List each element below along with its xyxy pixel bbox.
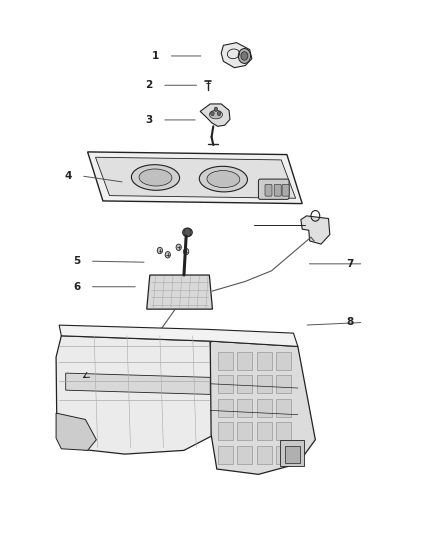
Bar [218, 375, 233, 393]
FancyBboxPatch shape [282, 184, 289, 196]
Polygon shape [221, 43, 252, 68]
Bar [257, 399, 272, 417]
Ellipse shape [199, 166, 247, 192]
Bar [285, 446, 300, 463]
Bar [257, 422, 272, 440]
Text: 1: 1 [152, 51, 159, 61]
Polygon shape [56, 336, 215, 454]
Ellipse shape [139, 169, 172, 186]
Text: 4: 4 [64, 171, 71, 181]
Circle shape [165, 252, 170, 258]
Text: 7: 7 [347, 259, 354, 269]
Bar [276, 446, 291, 464]
Polygon shape [301, 216, 330, 244]
Circle shape [238, 49, 251, 63]
FancyBboxPatch shape [274, 184, 281, 196]
FancyBboxPatch shape [265, 184, 272, 196]
Text: 3: 3 [145, 115, 152, 125]
Circle shape [211, 111, 214, 116]
Bar [218, 422, 233, 440]
Bar [237, 399, 252, 417]
Circle shape [241, 52, 248, 60]
Ellipse shape [183, 228, 192, 237]
Bar [237, 375, 252, 393]
Polygon shape [200, 104, 230, 126]
Bar [280, 440, 304, 466]
Circle shape [157, 247, 162, 254]
Polygon shape [56, 413, 96, 450]
Circle shape [184, 248, 189, 255]
Circle shape [184, 228, 191, 237]
Bar [276, 352, 291, 370]
Ellipse shape [131, 165, 180, 190]
Ellipse shape [207, 171, 240, 188]
Text: 5: 5 [73, 256, 80, 266]
Bar [237, 422, 252, 440]
Bar [257, 446, 272, 464]
Text: 2: 2 [145, 80, 152, 90]
Polygon shape [95, 157, 296, 198]
Bar [237, 352, 252, 370]
Polygon shape [59, 325, 298, 346]
Bar [276, 399, 291, 417]
Bar [276, 375, 291, 393]
Bar [218, 399, 233, 417]
Bar [237, 446, 252, 464]
Bar [257, 375, 272, 393]
Bar [218, 446, 233, 464]
Polygon shape [66, 373, 210, 394]
Circle shape [214, 107, 218, 111]
Bar [276, 422, 291, 440]
Bar [257, 352, 272, 370]
Polygon shape [147, 275, 212, 309]
Polygon shape [210, 341, 315, 474]
FancyBboxPatch shape [258, 179, 289, 199]
Text: 6: 6 [73, 282, 80, 292]
Circle shape [176, 244, 181, 251]
Ellipse shape [209, 110, 223, 119]
Text: 8: 8 [347, 318, 354, 327]
Polygon shape [88, 152, 302, 204]
Circle shape [217, 111, 221, 116]
Bar [218, 352, 233, 370]
